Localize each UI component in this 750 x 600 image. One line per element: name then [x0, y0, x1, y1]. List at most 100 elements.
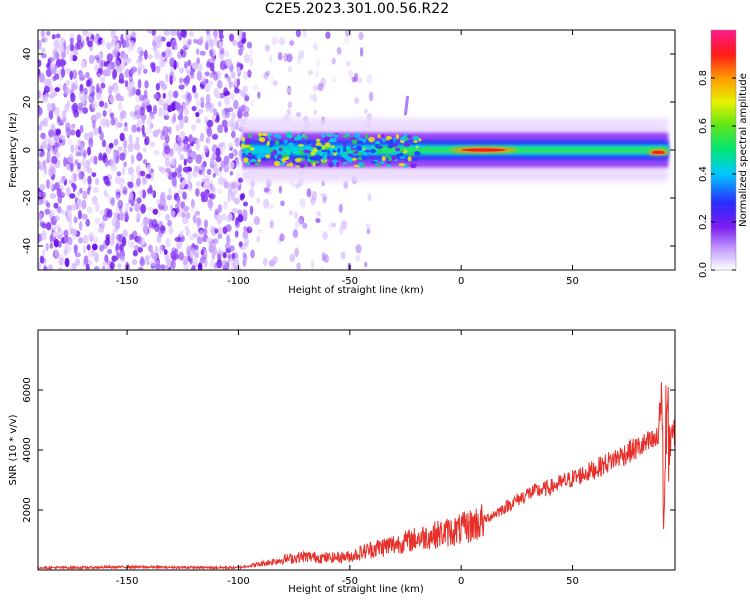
heatmap-cell: [246, 41, 253, 49]
heatmap-cell: [38, 233, 41, 243]
heatmap-cell: [228, 33, 235, 42]
heatmap-speckle: [369, 148, 376, 154]
heatmap-cell: [43, 85, 50, 93]
heatmap-cell: [193, 257, 198, 266]
heatmap-speckle: [330, 145, 335, 148]
heatmap-cell: [117, 95, 124, 102]
heatmap-cell: [128, 140, 135, 148]
heatmap-cell: [204, 219, 208, 229]
heatmap-speckle: [351, 139, 358, 145]
heatmap-speckle: [341, 158, 347, 163]
heatmap-cell: [306, 188, 312, 198]
heatmap-cell: [168, 148, 174, 157]
heatmap-cell: [132, 249, 138, 257]
heatmap-cell: [54, 73, 60, 80]
heatmap-cell: [122, 53, 128, 62]
heatmap-cell: [180, 201, 186, 209]
heatmap-cell: [235, 172, 241, 180]
heatmap-cell: [42, 159, 47, 169]
heatmap-cell: [133, 143, 141, 151]
heatmap-cell: [310, 196, 316, 206]
heatmap-cell: [208, 102, 215, 113]
heatmap-cell: [53, 239, 60, 248]
heatmap-cell: [51, 155, 58, 165]
heatmap-cell: [140, 222, 144, 228]
heatmap-cell: [77, 172, 84, 181]
heatmap-cell: [228, 152, 234, 159]
heatmap-cell: [213, 37, 218, 47]
heatmap-cell: [144, 80, 149, 89]
heatmap-cell: [182, 116, 187, 123]
heatmap-plot-area: [38, 30, 669, 270]
heatmap-speckle: [409, 163, 417, 169]
heatmap-cell: [38, 210, 44, 219]
heatmap-speckle: [348, 150, 353, 154]
heatmap-speckle: [387, 156, 392, 162]
heatmap-speckle: [407, 152, 415, 156]
heatmap-cell: [39, 255, 45, 264]
heatmap-cell: [166, 41, 172, 48]
heatmap-cell: [136, 119, 143, 128]
heatmap-cell: [219, 92, 225, 99]
heatmap-cell: [109, 112, 115, 119]
heatmap-cell: [354, 97, 360, 105]
heatmap-y-axis: -40 -20 0 20 40: [22, 48, 675, 254]
heatmap-cell: [123, 139, 128, 149]
heatmap-speckle: [246, 137, 251, 144]
heatmap-speckle: [286, 163, 291, 167]
heatmap-speckle: [386, 164, 392, 168]
heatmap-cell: [86, 206, 93, 214]
heatmap-cell: [144, 135, 150, 146]
heatmap-cell: [244, 106, 250, 113]
heatmap-cell: [130, 241, 135, 248]
heatmap-cell: [61, 110, 67, 120]
heatmap-cell: [38, 212, 43, 219]
heatmap-cell: [172, 75, 176, 82]
heatmap-cell: [41, 53, 47, 59]
heatmap-speckle: [285, 131, 293, 137]
heatmap-cell: [195, 112, 200, 118]
heatmap-cell: [49, 234, 54, 243]
heatmap-cell: [177, 188, 185, 195]
heatmap-cell: [112, 48, 118, 59]
heatmap-cell: [124, 202, 130, 211]
heatmap-cell: [94, 64, 99, 73]
heatmap-cell: [87, 259, 93, 265]
heatmap-cell: [78, 143, 84, 150]
heatmap-speckle: [395, 134, 400, 140]
heatmap-cell: [187, 59, 192, 67]
heatmap-speckle: [278, 147, 283, 152]
heatmap-cell: [149, 141, 156, 148]
heatmap-cell: [248, 188, 255, 198]
heatmap-cell: [49, 242, 54, 249]
heatmap-cell: [237, 213, 244, 223]
heatmap-cell: [180, 30, 187, 38]
heatmap-cell: [141, 124, 145, 135]
heatmap-cell: [179, 119, 184, 130]
heatmap-cell: [63, 156, 67, 167]
heatmap-speckle: [324, 142, 331, 148]
heatmap-cell: [77, 209, 83, 220]
heatmap-cell: [63, 229, 69, 238]
heatmap-cell: [197, 262, 203, 270]
heatmap-cell: [185, 212, 191, 220]
heatmap-cell: [299, 198, 303, 207]
heatmap-cell: [301, 198, 306, 209]
heatmap-cell: [39, 183, 46, 191]
heatmap-cell: [293, 211, 298, 219]
heatmap-cell: [102, 109, 107, 117]
heatmap-cell: [208, 49, 214, 57]
heatmap-cell: [325, 31, 331, 40]
heatmap-cell: [206, 135, 211, 145]
heatmap-cell: [54, 249, 59, 258]
heatmap-cell: [118, 205, 123, 213]
heatmap-cell: [242, 209, 248, 218]
heatmap-cell: [250, 99, 255, 108]
heatmap-speckle: [295, 162, 301, 166]
heatmap-cell: [201, 75, 206, 86]
heatmap-cell: [235, 120, 239, 131]
heatmap-speckle: [337, 147, 341, 153]
heatmap-cell: [42, 248, 46, 257]
heatmap-cell: [192, 214, 197, 224]
heatmap-cell: [233, 197, 240, 205]
